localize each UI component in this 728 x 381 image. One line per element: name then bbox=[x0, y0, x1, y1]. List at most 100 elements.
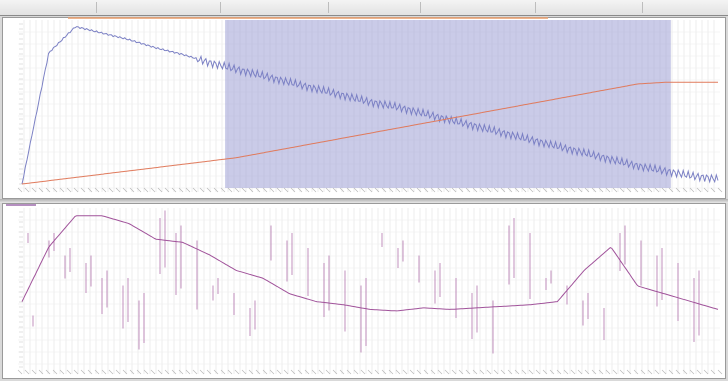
lower-axis-tick bbox=[227, 369, 233, 375]
lower-axis-tick bbox=[171, 369, 177, 375]
lower-axis-tick bbox=[675, 369, 681, 375]
lower-axis-tick bbox=[528, 369, 534, 375]
lower-axis-tick bbox=[689, 369, 695, 375]
upper-axis-tick bbox=[171, 187, 177, 193]
upper-axis-tick bbox=[570, 187, 576, 193]
upper-axis-tick bbox=[101, 187, 107, 193]
lower-axis-tick bbox=[388, 369, 394, 375]
lower-axis-tick bbox=[143, 369, 149, 375]
header-divider bbox=[535, 2, 536, 13]
lower-axis-tick bbox=[570, 369, 576, 375]
lower-axis-tick bbox=[451, 369, 457, 375]
upper-axis-tick bbox=[136, 187, 142, 193]
upper-axis-tick bbox=[24, 187, 30, 193]
lower-axis-tick bbox=[654, 369, 660, 375]
upper-axis-tick bbox=[577, 187, 583, 193]
upper-axis-tick bbox=[703, 187, 709, 193]
upper-axis-tick bbox=[465, 187, 471, 193]
lower-axis-tick bbox=[661, 369, 667, 375]
upper-axis-tick bbox=[311, 187, 317, 193]
upper-axis-tick bbox=[374, 187, 380, 193]
upper-axis-tick bbox=[255, 187, 261, 193]
upper-axis-tick bbox=[325, 187, 331, 193]
upper-axis-tick bbox=[297, 187, 303, 193]
upper-axis-tick bbox=[122, 187, 128, 193]
lower-axis-tick bbox=[514, 369, 520, 375]
lower-axis-tick bbox=[353, 369, 359, 375]
lower-axis-tick bbox=[290, 369, 296, 375]
lower-axis-tick bbox=[605, 369, 611, 375]
upper-axis-tick bbox=[164, 187, 170, 193]
upper-axis-tick bbox=[619, 187, 625, 193]
header-divider bbox=[220, 2, 221, 13]
lower-axis-tick bbox=[150, 369, 156, 375]
lower-axis-tick bbox=[626, 369, 632, 375]
lower-axis-tick bbox=[297, 369, 303, 375]
upper-axis-tick bbox=[640, 187, 646, 193]
lower-axis-tick bbox=[101, 369, 107, 375]
lower-axis-tick bbox=[87, 369, 93, 375]
lower-axis-tick bbox=[66, 369, 72, 375]
upper-axis-tick bbox=[178, 187, 184, 193]
upper-axis-tick bbox=[150, 187, 156, 193]
upper-axis-tick bbox=[675, 187, 681, 193]
upper-axis-tick bbox=[654, 187, 660, 193]
lower-axis-tick bbox=[206, 369, 212, 375]
lower-axis-tick bbox=[52, 369, 58, 375]
upper-axis-tick bbox=[367, 187, 373, 193]
lower-axis-tick bbox=[612, 369, 618, 375]
upper-axis-tick bbox=[59, 187, 65, 193]
upper-axis-tick bbox=[339, 187, 345, 193]
upper-axis-tick bbox=[605, 187, 611, 193]
lower-axis-tick bbox=[402, 369, 408, 375]
upper-axis-tick bbox=[192, 187, 198, 193]
lower-axis-tick bbox=[283, 369, 289, 375]
lower-axis-tick bbox=[367, 369, 373, 375]
upper-axis-tick bbox=[598, 187, 604, 193]
upper-axis-tick bbox=[80, 187, 86, 193]
upper-axis-tick bbox=[318, 187, 324, 193]
lower-axis-tick bbox=[563, 369, 569, 375]
header-divider bbox=[96, 2, 97, 13]
upper-axis-tick bbox=[668, 187, 674, 193]
lower-axis-tick bbox=[241, 369, 247, 375]
lower-axis-tick bbox=[696, 369, 702, 375]
upper-axis-tick bbox=[682, 187, 688, 193]
lower-axis-tick bbox=[598, 369, 604, 375]
header-divider bbox=[642, 2, 643, 13]
upper-axis-tick bbox=[234, 187, 240, 193]
upper-axis-tick bbox=[486, 187, 492, 193]
lower-series-indicator bbox=[6, 204, 36, 206]
upper-axis-tick bbox=[521, 187, 527, 193]
upper-axis-tick bbox=[451, 187, 457, 193]
upper-blue-trace bbox=[21, 26, 719, 185]
lower-axis-tick bbox=[381, 369, 387, 375]
lower-axis-tick bbox=[129, 369, 135, 375]
upper-axis-tick bbox=[528, 187, 534, 193]
upper-axis-tick bbox=[514, 187, 520, 193]
lower-axis-tick bbox=[318, 369, 324, 375]
upper-axis-tick bbox=[563, 187, 569, 193]
upper-axis-tick bbox=[409, 187, 415, 193]
upper-axis-tick bbox=[17, 187, 23, 193]
lower-axis-tick bbox=[346, 369, 352, 375]
selection-range bbox=[225, 20, 671, 188]
lower-axis-tick bbox=[164, 369, 170, 375]
lower-axis-tick bbox=[493, 369, 499, 375]
upper-axis-tick bbox=[276, 187, 282, 193]
panel-splitter[interactable] bbox=[0, 199, 728, 203]
lower-axis-tick bbox=[577, 369, 583, 375]
upper-axis-tick bbox=[472, 187, 478, 193]
lower-axis-tick bbox=[108, 369, 114, 375]
upper-axis-tick bbox=[143, 187, 149, 193]
upper-axis-tick bbox=[213, 187, 219, 193]
upper-axis-tick bbox=[185, 187, 191, 193]
upper-axis-tick bbox=[248, 187, 254, 193]
lower-axis-tick bbox=[17, 369, 23, 375]
upper-axis-tick bbox=[31, 187, 37, 193]
upper-axis-tick bbox=[395, 187, 401, 193]
upper-axis-tick bbox=[507, 187, 513, 193]
upper-axis-tick bbox=[689, 187, 695, 193]
